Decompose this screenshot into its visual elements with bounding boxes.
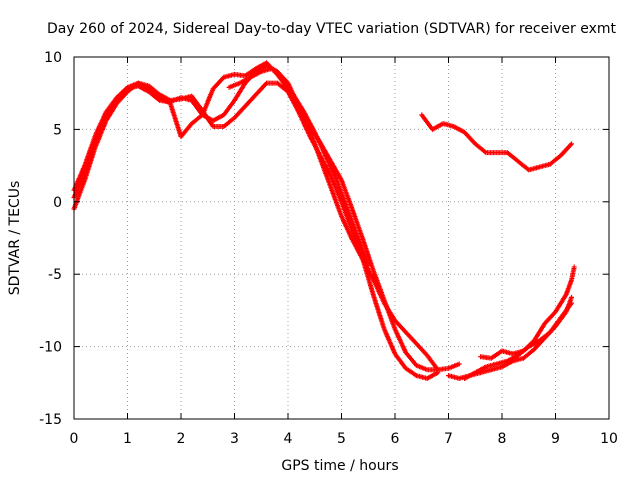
x-tick-label: 2 bbox=[177, 431, 186, 447]
series-markers bbox=[462, 300, 575, 381]
series-trace-8 bbox=[478, 264, 577, 361]
y-axis-label: SDTVAR / TECUs bbox=[7, 181, 23, 296]
series-trace-6 bbox=[446, 294, 575, 381]
series-markers bbox=[419, 112, 575, 173]
series-trace-7 bbox=[462, 300, 575, 381]
grid-lines bbox=[74, 57, 609, 419]
y-tick-label: -15 bbox=[39, 412, 62, 428]
data-markers bbox=[71, 60, 577, 381]
series-markers bbox=[71, 60, 441, 373]
series-markers bbox=[71, 80, 441, 381]
x-tick-label: 8 bbox=[498, 431, 507, 447]
x-tick-label: 4 bbox=[284, 431, 293, 447]
x-tick-label: 5 bbox=[337, 431, 346, 447]
chart-title: Day 260 of 2024, Sidereal Day-to-day VTE… bbox=[47, 21, 617, 37]
x-tick-label: 6 bbox=[391, 431, 400, 447]
series-markers bbox=[226, 66, 371, 269]
series-trace-5 bbox=[419, 112, 575, 173]
y-tick-label: -5 bbox=[48, 267, 62, 283]
x-axis-label: GPS time / hours bbox=[281, 458, 398, 474]
x-tick-label: 9 bbox=[551, 431, 560, 447]
axis-ticks: 0 1 2 3 4 5 6 7 8 9 10 -15 -10 -5 0 5 10 bbox=[39, 50, 618, 447]
y-tick-label: 5 bbox=[53, 122, 62, 138]
series-trace-4 bbox=[226, 66, 371, 269]
x-tick-label: 3 bbox=[230, 431, 239, 447]
x-tick-label: 7 bbox=[444, 431, 453, 447]
series-markers bbox=[446, 294, 575, 381]
y-tick-label: 10 bbox=[44, 50, 62, 66]
series-markers bbox=[71, 63, 462, 373]
x-tick-label: 1 bbox=[123, 431, 132, 447]
series-trace-2 bbox=[71, 63, 462, 373]
y-tick-label: 0 bbox=[53, 195, 62, 211]
x-tick-label: 10 bbox=[600, 431, 618, 447]
y-tick-label: -10 bbox=[39, 340, 62, 356]
series-trace-3 bbox=[71, 60, 441, 373]
series-markers bbox=[478, 264, 577, 361]
series-trace-1 bbox=[71, 80, 441, 381]
x-tick-label: 0 bbox=[70, 431, 79, 447]
